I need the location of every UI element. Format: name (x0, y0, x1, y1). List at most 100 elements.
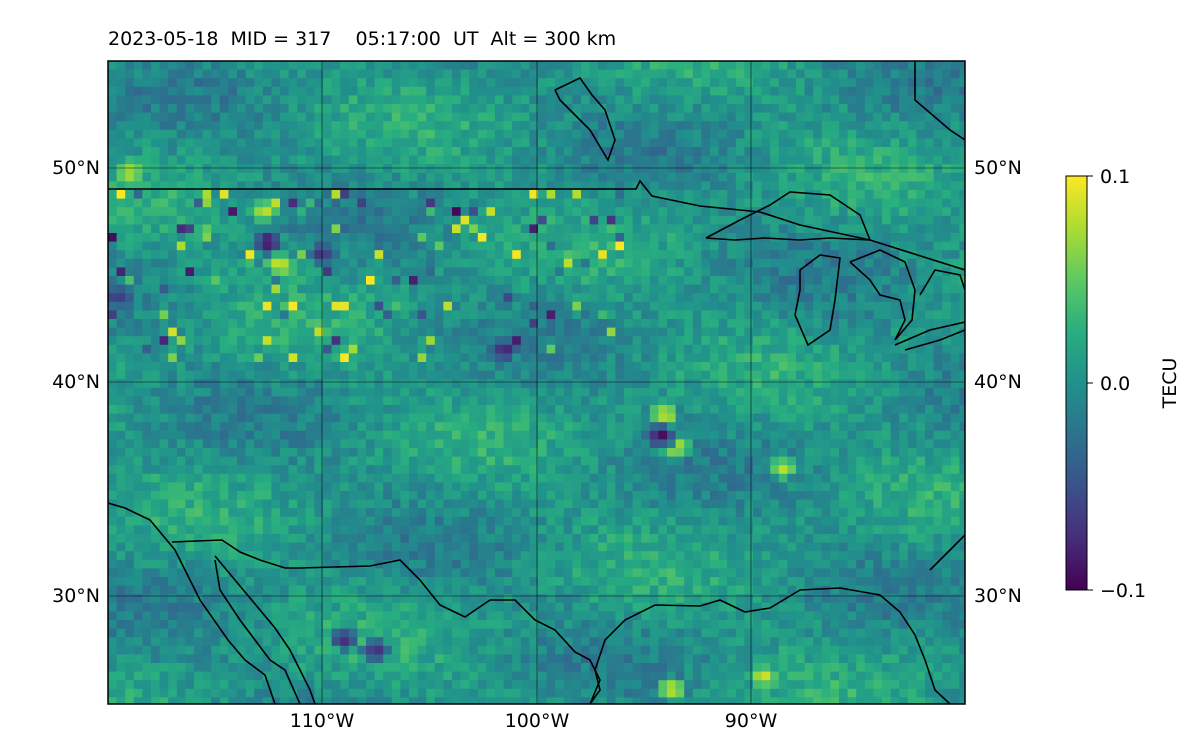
tec-cell (770, 327, 780, 337)
tec-cell (839, 172, 848, 182)
tec-cell (125, 439, 135, 449)
tec-cell (426, 190, 436, 199)
tec-cell (237, 344, 246, 354)
tec-cell (873, 336, 883, 346)
tec-cell (563, 155, 573, 165)
tec-cell (434, 327, 444, 337)
tec-cell (890, 121, 900, 131)
tec-cell (555, 396, 565, 406)
tec-cell (598, 215, 608, 225)
tec-cell (357, 147, 367, 156)
tec-cell (770, 233, 780, 242)
tec-cell (727, 387, 737, 397)
tec-cell (452, 336, 461, 346)
tec-cell (649, 405, 659, 414)
tec-cell (675, 293, 685, 303)
tec-cell (520, 370, 530, 380)
tec-cell (219, 172, 229, 182)
tec-cell (761, 112, 771, 122)
tec-cell (495, 69, 504, 79)
tec-cell (417, 241, 427, 251)
tec-cell (434, 448, 444, 457)
tec-cell (581, 258, 590, 268)
tec-cell (194, 344, 203, 354)
tec-cell (340, 138, 350, 148)
tec-cell (469, 155, 479, 165)
tec-cell (710, 482, 719, 492)
tec-cell (108, 456, 117, 466)
tec-heatmap-cells (108, 61, 965, 704)
tec-cell (890, 387, 900, 397)
tec-cell (202, 233, 212, 242)
tec-cell (202, 344, 212, 354)
tec-cell (529, 155, 539, 165)
tec-cell (572, 61, 582, 70)
tec-cell (658, 327, 668, 337)
tec-cell (787, 413, 797, 423)
tec-cell (383, 276, 393, 285)
tec-cell (624, 448, 633, 457)
tec-cell (305, 465, 315, 475)
tec-cell (598, 473, 608, 483)
tec-cell (254, 104, 264, 113)
tec-cell (400, 190, 410, 199)
tec-cell (185, 396, 195, 406)
tec-cell (262, 405, 272, 414)
tec-cell (830, 267, 840, 277)
tec-cell (254, 121, 264, 131)
tec-cell (701, 344, 711, 354)
tec-cell (563, 293, 573, 303)
tec-cell (529, 344, 539, 354)
tec-cell (125, 353, 135, 363)
tec-cell (108, 86, 117, 96)
tec-cell (692, 319, 702, 328)
tec-cell (804, 473, 814, 483)
tec-cell (684, 422, 694, 432)
tec-cell (426, 138, 436, 148)
tec-cell (641, 250, 651, 260)
tec-cell (563, 215, 573, 225)
tec-cell (796, 362, 805, 371)
tec-cell (254, 301, 264, 311)
tec-cell (133, 61, 143, 70)
tec-cell (116, 129, 126, 139)
tec-cell (357, 224, 367, 234)
tec-cell (348, 276, 358, 285)
tec-cell (787, 465, 797, 475)
tec-cell (245, 155, 255, 165)
tec-cell (581, 181, 590, 191)
tec-cell (710, 112, 719, 122)
tec-cell (950, 276, 960, 285)
tec-cell (477, 327, 487, 337)
tec-cell (374, 112, 384, 122)
tec-cell (546, 155, 556, 165)
tec-cell (882, 104, 891, 113)
tec-cell (950, 155, 960, 165)
tec-cell (477, 233, 487, 242)
tec-cell (796, 121, 805, 131)
tec-cell (830, 164, 840, 174)
tec-cell (692, 336, 702, 346)
tec-cell (830, 387, 840, 397)
tec-cell (434, 69, 444, 79)
tec-cell (675, 95, 685, 105)
tec-cell (323, 387, 332, 397)
tec-cell (477, 250, 487, 260)
tec-cell (116, 69, 126, 79)
tec-cell (477, 396, 487, 406)
tec-cell (624, 482, 633, 492)
tec-cell (830, 353, 840, 363)
tec-cell (821, 215, 831, 225)
tec-cell (151, 293, 160, 303)
tec-cell (151, 319, 160, 328)
tec-cell (796, 379, 805, 389)
tec-cell (761, 258, 771, 268)
tec-cell (916, 69, 926, 79)
tec-cell (391, 413, 401, 423)
tec-cell (710, 241, 719, 251)
tec-cell (890, 215, 900, 225)
tec-cell (340, 207, 350, 217)
tec-cell (761, 448, 771, 457)
tec-cell (933, 95, 943, 105)
tec-cell (563, 465, 573, 475)
